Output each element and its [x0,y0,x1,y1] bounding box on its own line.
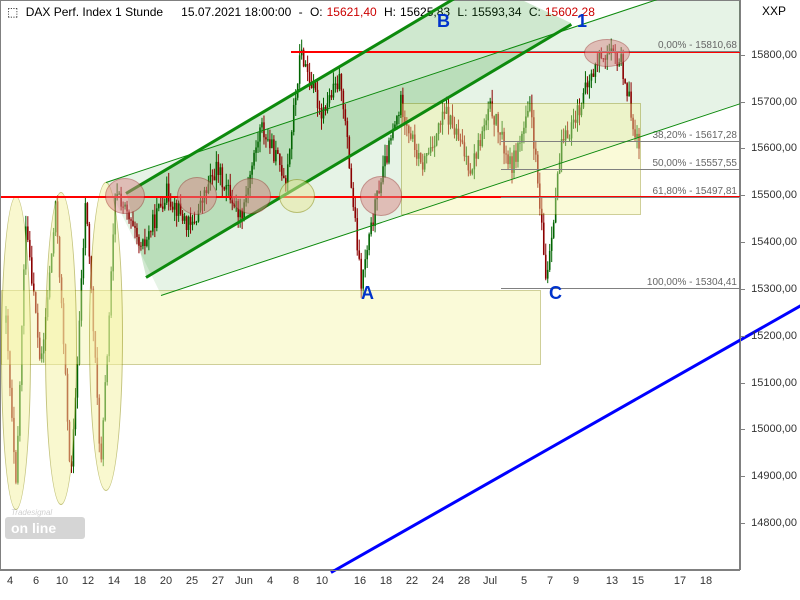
watermark-line1: Tradesignal [11,508,52,517]
fib-label: 61,80% - 15497,81 [652,186,737,197]
y-axis-title: XXP [762,4,786,18]
x-tick-label: 16 [354,575,366,587]
y-axis: XXP 15800,00 15700,00 15600,00 15500,00 1540… [740,0,800,570]
highlight-ellipse [89,182,123,491]
y-tick-label: 14800,00 [751,517,797,529]
y-tick-label: 15100,00 [751,377,797,389]
x-tick-label: 17 [674,575,686,587]
y-tick-label: 15400,00 [751,236,797,248]
x-tick-label: 20 [160,575,172,587]
x-tick-label: Jul [483,575,497,587]
y-tick-label: 15000,00 [751,423,797,435]
y-tick-label: 14900,00 [751,470,797,482]
x-tick-label: 10 [316,575,328,587]
x-tick-label: 18 [380,575,392,587]
x-tick-label: 12 [82,575,94,587]
x-tick-label: 7 [547,575,553,587]
wave-label: 1 [577,11,587,32]
x-tick-label: 24 [432,575,444,587]
x-tick-label: 22 [406,575,418,587]
y-tick-label: 15500,00 [751,189,797,201]
highlight-ellipse [45,192,77,506]
x-tick-label: 9 [573,575,579,587]
y-tick-label: 15200,00 [751,330,797,342]
x-tick-label: 10 [56,575,68,587]
x-tick-label: 4 [7,575,13,587]
x-axis: 4 6 10 12 14 18 20 25 27 Jun 4 8 10 16 18 22 24 28 Jul 5 7 9 1… [0,570,740,600]
y-tick-label: 15700,00 [751,96,797,108]
y-tick-label: 15800,00 [751,49,797,61]
fib-label: 100,00% - 15304,41 [647,277,737,288]
x-tick-label: Jun [235,575,253,587]
fib-line [501,288,741,289]
x-tick-label: 27 [212,575,224,587]
x-tick-label: 28 [458,575,470,587]
highlight-ellipse [1,196,31,510]
x-tick-label: 18 [134,575,146,587]
x-tick-label: 25 [186,575,198,587]
x-tick-label: 18 [700,575,712,587]
wave-label: C [549,283,562,304]
highlight-rect [1,290,541,365]
y-tick-label: 15300,00 [751,283,797,295]
x-tick-label: 8 [293,575,299,587]
fib-line [501,197,741,198]
x-tick-label: 6 [33,575,39,587]
watermark-line2: on line [11,520,56,536]
fib-label: 38,20% - 15617,28 [652,130,737,141]
x-tick-label: 14 [108,575,120,587]
watermark-logo: Tradesignal on line [5,505,95,539]
fib-label: 0,00% - 15810,68 [658,40,737,51]
wave-label: A [361,283,374,304]
y-tick-label: 15600,00 [751,142,797,154]
x-tick-label: 13 [606,575,618,587]
x-tick-label: 4 [267,575,273,587]
x-tick-label: 5 [521,575,527,587]
x-tick-label: 15 [632,575,644,587]
fib-label: 50,00% - 15557,55 [652,158,737,169]
chart-plot-area: ⬚ DAX Perf. Index 1 Stunde 15.07.2021 18… [0,0,740,570]
wave-label: B [437,11,450,32]
